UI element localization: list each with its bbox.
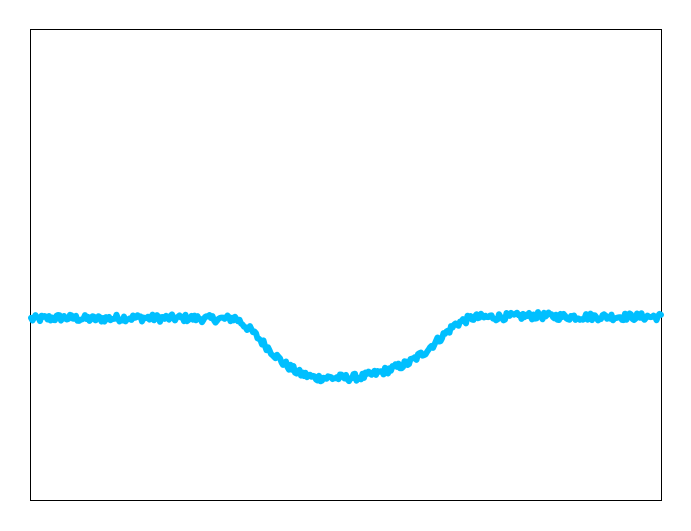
series-layer: [28, 309, 664, 385]
series-line-0: [28, 309, 664, 385]
plot-area-frame: [30, 29, 662, 501]
